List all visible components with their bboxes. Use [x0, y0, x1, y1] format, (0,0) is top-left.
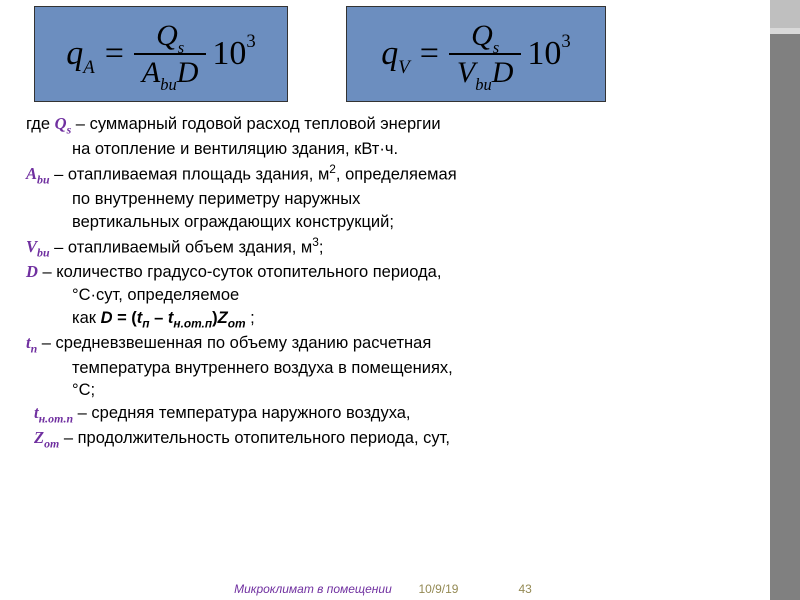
equation-box-qv: qV = Qs VbuD 103: [346, 6, 606, 102]
slide-content: qA = Qs AbuD 103 qV = Qs VbuD: [0, 0, 766, 600]
equation-box-qa: qA = Qs AbuD 103: [34, 6, 288, 102]
def-d-line2: °С·сут, определяемое: [26, 285, 756, 306]
def-tn-line: tн.от.п – средняя температура наружного …: [26, 403, 756, 426]
def-tp-line2: температура внутреннего воздуха в помеще…: [26, 358, 756, 379]
def-qs-line2: на отопление и вентиляцию здания, кВт·ч.: [26, 139, 756, 160]
def-qs-line1: где Qs – суммарный годовой расход теплов…: [26, 114, 756, 137]
footer-date: 10/9/19: [418, 582, 458, 596]
def-d-line1: D – количество градусо-суток отопительно…: [26, 262, 756, 283]
def-z-line: Zот – продолжительность отопительного пе…: [26, 428, 756, 451]
def-abu-line1: Abu – отапливаемая площадь здания, м2, о…: [26, 162, 756, 188]
equation-row: qA = Qs AbuD 103 qV = Qs VbuD: [0, 0, 766, 112]
definitions-body: где Qs – суммарный годовой расход теплов…: [0, 114, 766, 451]
def-abu-line3: вертикальных ограждающих конструкций;: [26, 212, 756, 233]
def-vbu-line: Vbu – отапливаемый объем здания, м3;: [26, 235, 756, 261]
def-d-line3: как D = (tп – tн.от.п)Zот ;: [26, 308, 756, 331]
def-tp-line1: tп – средневзвешенная по объему зданию р…: [26, 333, 756, 356]
def-abu-line2: по внутреннему периметру наружных: [26, 189, 756, 210]
def-tp-line3: °С;: [26, 380, 756, 401]
decorative-sidebar: [770, 0, 800, 600]
footer-page: 43: [519, 582, 532, 596]
footer: Микроклимат в помещении 10/9/19 43: [0, 582, 766, 596]
footer-title: Микроклимат в помещении: [234, 582, 392, 596]
